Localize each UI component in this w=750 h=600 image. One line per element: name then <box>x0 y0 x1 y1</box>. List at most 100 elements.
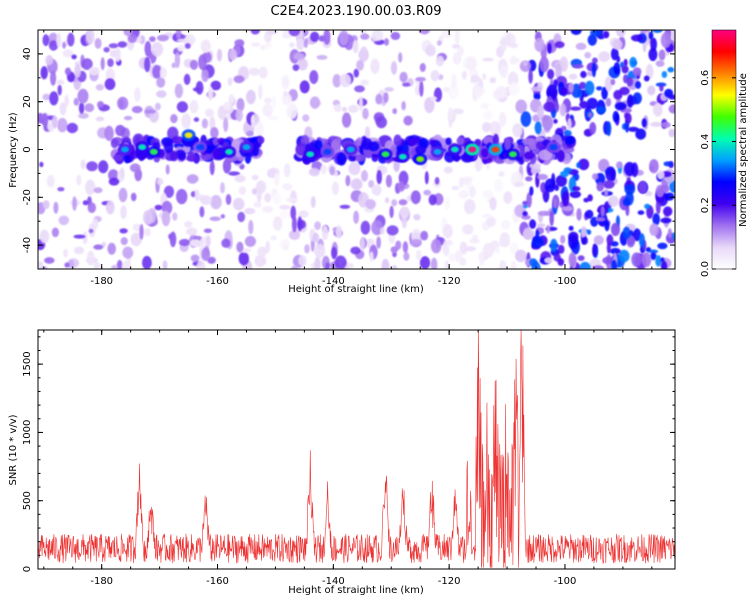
band-blob <box>371 153 379 162</box>
noise-blob <box>592 173 599 180</box>
noise-blob <box>201 247 211 261</box>
noise-blob <box>72 196 77 211</box>
snr-xtick-label: -160 <box>206 576 229 587</box>
noise-blob <box>339 204 351 209</box>
noise-blob <box>486 216 496 228</box>
noise-blob <box>130 232 142 247</box>
band-blob <box>110 138 119 149</box>
noise-blob <box>57 187 65 192</box>
noise-blob <box>534 121 542 135</box>
noise-blob <box>356 59 364 71</box>
noise-blob <box>63 248 69 258</box>
noise-blob <box>498 171 505 177</box>
noise-blob <box>415 249 422 261</box>
noise-blob <box>370 58 380 74</box>
noise-blob <box>257 246 267 258</box>
noise-blob <box>568 82 574 93</box>
noise-blob <box>264 42 272 49</box>
spectrogram-xlabel: Height of straight line (km) <box>288 284 424 295</box>
noise-blob <box>210 80 222 91</box>
noise-blob <box>447 107 454 121</box>
hot-spot <box>184 132 193 139</box>
snr-background <box>38 330 675 569</box>
noise-blob <box>592 243 598 258</box>
noise-blob <box>254 255 266 267</box>
noise-blob <box>77 88 89 104</box>
noise-blob <box>570 30 582 35</box>
noise-blob <box>498 239 510 248</box>
noise-blob <box>298 210 309 218</box>
noise-blob <box>314 243 326 258</box>
hot-spot <box>225 148 234 155</box>
noise-blob <box>648 47 658 62</box>
spectrogram-ytick-label: -20 <box>22 189 33 205</box>
noise-blob <box>86 30 95 45</box>
noise-blob <box>515 99 527 114</box>
noise-blob <box>424 97 435 114</box>
noise-blob <box>586 97 598 110</box>
noise-blob <box>652 213 660 226</box>
band-blob <box>564 135 576 145</box>
noise-blob <box>671 30 675 42</box>
noise-blob <box>283 91 288 97</box>
noise-blob <box>616 30 626 38</box>
noise-blob <box>332 74 342 88</box>
noise-blob <box>596 106 607 114</box>
hot-spot <box>323 148 332 155</box>
noise-blob <box>194 189 200 201</box>
noise-blob <box>73 234 86 239</box>
snr-panel: -180 -160 -140 -120 -100 0 500 1000 1500 Height … <box>8 329 676 596</box>
noise-blob <box>119 228 128 234</box>
noise-blob <box>568 231 579 243</box>
noise-blob <box>95 116 105 122</box>
noise-blob <box>64 67 72 76</box>
noise-blob <box>415 77 426 82</box>
noise-blob <box>279 210 291 219</box>
noise-blob <box>593 235 604 246</box>
noise-blob <box>468 186 476 198</box>
noise-blob <box>612 110 619 123</box>
noise-blob <box>208 86 213 101</box>
noise-blob <box>481 213 492 219</box>
noise-blob <box>98 160 109 174</box>
hot-spot <box>450 146 459 153</box>
band-blob <box>314 139 323 150</box>
noise-blob <box>531 261 541 269</box>
noise-blob <box>384 87 394 92</box>
noise-blob <box>302 114 310 122</box>
noise-blob <box>292 64 300 71</box>
noise-blob <box>419 63 426 72</box>
noise-blob <box>223 101 232 111</box>
hot-spot <box>242 144 251 151</box>
noise-blob <box>331 246 338 260</box>
noise-blob <box>59 102 67 116</box>
hot-spot <box>346 146 355 153</box>
noise-blob <box>493 178 504 193</box>
noise-blob <box>350 178 363 190</box>
noise-blob <box>606 234 614 246</box>
noise-blob <box>283 163 291 178</box>
noise-blob <box>78 112 89 119</box>
noise-blob <box>447 83 459 100</box>
noise-blob <box>132 223 141 232</box>
noise-blob <box>273 216 283 231</box>
noise-blob <box>205 235 211 247</box>
noise-blob <box>361 170 368 182</box>
noise-blob <box>116 259 123 269</box>
noise-blob <box>354 85 365 93</box>
noise-blob <box>342 106 347 112</box>
noise-blob <box>221 238 231 248</box>
noise-blob <box>131 106 143 114</box>
noise-blob <box>510 260 517 269</box>
noise-blob <box>246 130 254 137</box>
noise-blob <box>157 34 169 42</box>
noise-blob <box>321 225 329 241</box>
noise-blob <box>587 34 597 46</box>
noise-blob <box>198 54 207 70</box>
noise-blob <box>189 239 201 247</box>
noise-blob <box>288 229 301 240</box>
noise-blob <box>661 71 668 78</box>
noise-blob <box>390 32 401 40</box>
noise-blob <box>482 190 494 199</box>
noise-blob <box>283 239 290 247</box>
